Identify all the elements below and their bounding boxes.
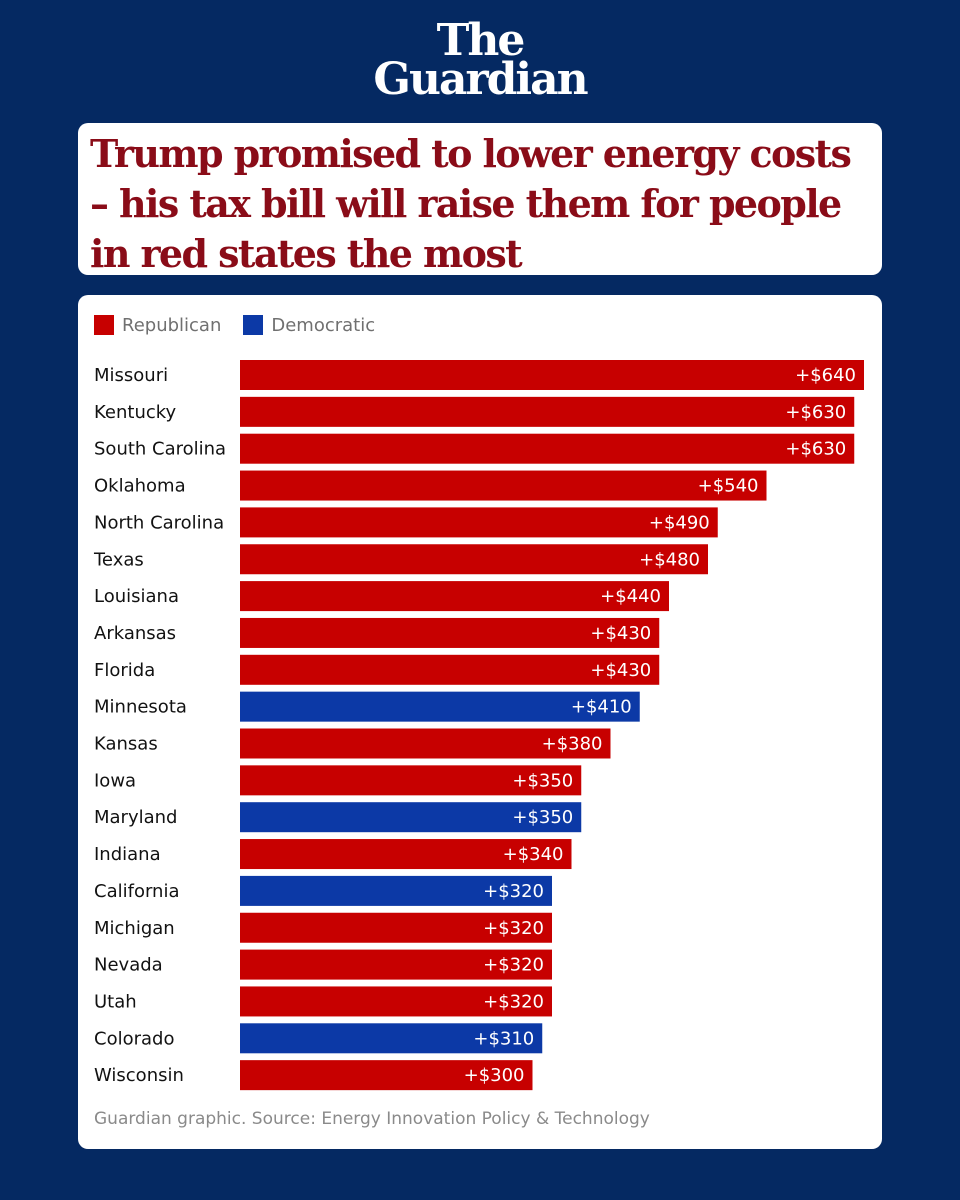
bar-florida — [240, 654, 660, 685]
bar-nevada — [240, 949, 552, 980]
value-label-south-carolina: +$630 — [785, 439, 846, 460]
state-label-minnesota: Minnesota — [94, 697, 187, 718]
bar-maryland — [240, 802, 582, 833]
state-label-michigan: Michigan — [94, 918, 175, 939]
bar-oklahoma — [240, 470, 767, 501]
state-label-arkansas: Arkansas — [94, 623, 176, 644]
value-label-florida: +$430 — [590, 660, 651, 681]
state-label-louisiana: Louisiana — [94, 586, 179, 607]
value-label-arkansas: +$430 — [590, 623, 651, 644]
legend-swatch-republican — [94, 315, 114, 335]
value-label-minnesota: +$410 — [571, 697, 632, 718]
bar-south-carolina — [240, 433, 855, 464]
bar-kentucky — [240, 396, 855, 427]
bar-missouri — [240, 360, 864, 390]
bar-texas — [240, 544, 708, 575]
state-label-north-carolina: North Carolina — [94, 512, 224, 533]
legend-label-democratic: Democratic — [271, 314, 376, 336]
logo-line-2: Guardian — [373, 54, 588, 105]
value-label-wisconsin: +$300 — [464, 1065, 525, 1086]
state-label-texas: Texas — [93, 549, 144, 570]
state-label-iowa: Iowa — [94, 770, 136, 791]
state-label-wisconsin: Wisconsin — [94, 1065, 184, 1086]
guardian-logo: The Guardian — [0, 15, 960, 105]
state-label-kansas: Kansas — [94, 734, 158, 755]
legend: Republican Democratic — [94, 313, 397, 337]
bar-michigan — [240, 912, 552, 943]
bar-wisconsin — [240, 1060, 533, 1091]
bar-utah — [240, 986, 552, 1017]
value-label-utah: +$320 — [483, 991, 544, 1012]
bar-arkansas — [240, 617, 660, 648]
bar-iowa — [240, 765, 582, 796]
bar-california — [240, 875, 552, 906]
value-label-kansas: +$380 — [542, 734, 603, 755]
bar-chart: Missouri +$640 Kentucky +$630 South Carolina… — [93, 360, 864, 1091]
value-label-michigan: +$320 — [483, 918, 544, 939]
bar-minnesota — [240, 691, 640, 722]
value-label-louisiana: +$440 — [600, 586, 661, 607]
value-label-oklahoma: +$540 — [698, 476, 759, 497]
legend-item-republican: Republican — [94, 315, 221, 336]
headline: Trump promised to lower energy costs – h… — [90, 131, 852, 276]
state-label-south-carolina: South Carolina — [94, 439, 226, 460]
state-label-indiana: Indiana — [94, 844, 161, 865]
source-note: Guardian graphic. Source: Energy Innovat… — [94, 1109, 650, 1129]
legend-item-democratic: Democratic — [243, 315, 375, 336]
bar-kansas — [240, 728, 611, 759]
state-label-colorado: Colorado — [94, 1028, 174, 1049]
value-label-texas: +$480 — [639, 549, 700, 570]
value-label-north-carolina: +$490 — [649, 512, 710, 533]
state-label-missouri: Missouri — [94, 365, 168, 386]
bar-louisiana — [240, 581, 669, 612]
state-label-nevada: Nevada — [94, 955, 163, 976]
value-label-kentucky: +$630 — [785, 402, 846, 423]
value-label-indiana: +$340 — [503, 844, 564, 865]
value-label-maryland: +$350 — [512, 807, 573, 828]
legend-swatch-democratic — [243, 315, 264, 335]
bar-north-carolina — [240, 507, 718, 538]
value-label-colorado: +$310 — [473, 1028, 534, 1049]
state-label-florida: Florida — [94, 660, 155, 681]
logo-line-1: The — [436, 15, 526, 66]
value-label-missouri: +$640 — [795, 365, 856, 386]
value-label-california: +$320 — [483, 881, 544, 902]
headline-card: Trump promised to lower energy costs – h… — [78, 123, 882, 276]
state-label-oklahoma: Oklahoma — [94, 476, 186, 497]
value-label-iowa: +$350 — [512, 770, 573, 791]
state-label-utah: Utah — [94, 991, 137, 1012]
state-label-kentucky: Kentucky — [94, 402, 177, 423]
bar-indiana — [240, 839, 572, 870]
legend-label-republican: Republican — [122, 314, 222, 336]
bar-colorado — [240, 1023, 543, 1054]
state-label-california: California — [94, 881, 179, 902]
chart-card: Missouri +$640 Kentucky +$630 South Carolina… — [78, 295, 882, 1149]
state-label-maryland: Maryland — [94, 807, 177, 828]
value-label-nevada: +$320 — [483, 955, 544, 976]
